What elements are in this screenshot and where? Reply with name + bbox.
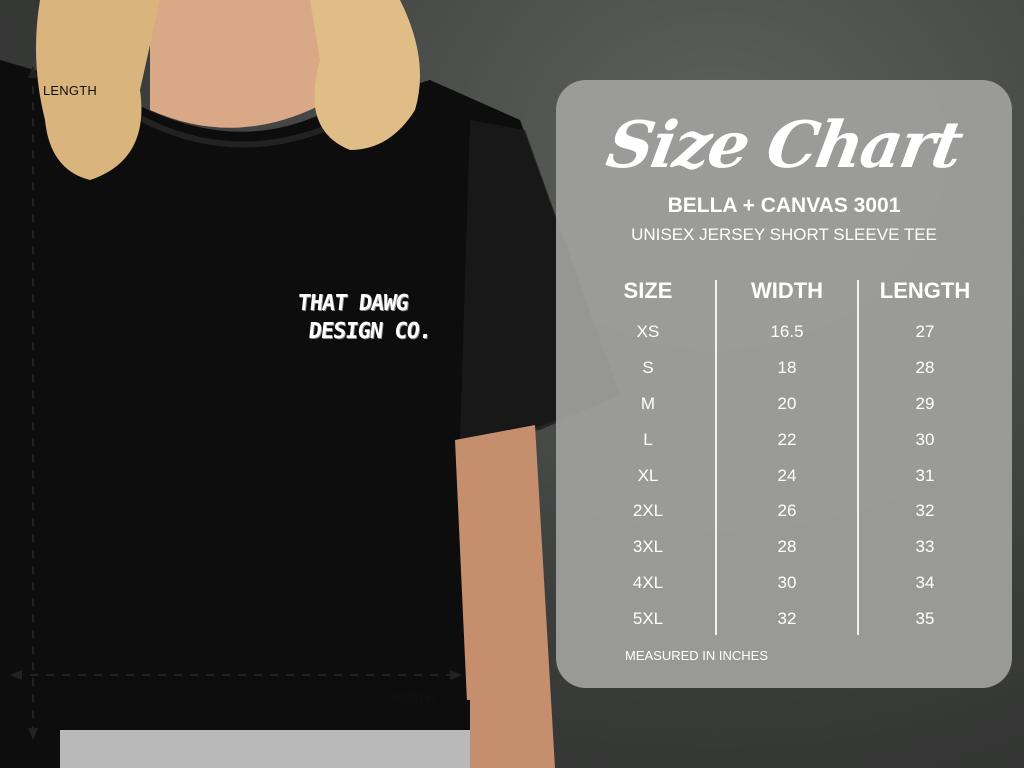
table-cell: 34: [915, 573, 935, 593]
hair-right: [310, 0, 420, 150]
hair-left: [36, 0, 160, 180]
table-cell: 31: [915, 465, 935, 485]
size-chart-title: Size Chart: [601, 108, 967, 183]
table-cell: 26: [777, 501, 797, 521]
table-cell: 24: [777, 465, 797, 485]
table-cell: 3XL: [632, 537, 664, 557]
table-cell: 35: [915, 609, 935, 629]
column-header: SIZE: [623, 278, 673, 303]
table-cell: 30: [777, 573, 797, 593]
width-label: WIDTH: [392, 690, 436, 705]
table-cell: 33: [915, 537, 935, 557]
table-cell: 5XL: [632, 609, 664, 629]
table-cell: 4XL: [632, 573, 664, 593]
table-cell: 32: [915, 501, 935, 521]
column-header: WIDTH: [750, 278, 824, 303]
table-cell: 2XL: [632, 501, 664, 521]
size-chart-panel: Size Chart BELLA + CANVAS 3001 UNISEX JE…: [556, 80, 1012, 688]
table-cell: 27: [915, 322, 935, 341]
table-cell: S: [642, 357, 654, 377]
product-name: BELLA + CANVAS 3001: [667, 194, 901, 217]
size-column: SIZE XS S M L XL 2XL 3XL 4XL 5XL: [578, 278, 718, 645]
length-column: LENGTH 27 28 29 30 31 32 33 34 35: [855, 278, 995, 645]
table-cell: L: [643, 429, 653, 449]
table-cell: 30: [915, 429, 935, 449]
table-cell: 16.5: [770, 322, 804, 341]
table-cell: XS: [636, 322, 660, 341]
column-divider: [715, 280, 717, 635]
table-cell: M: [640, 393, 656, 413]
length-label: LENGTH: [43, 83, 97, 98]
arm: [455, 425, 555, 768]
width-column: WIDTH 16.5 18 20 22 24 26 28 30 32: [717, 278, 857, 645]
product-description: UNISEX JERSEY SHORT SLEEVE TEE: [631, 225, 937, 244]
neck: [150, 0, 330, 128]
table-cell: 22: [777, 429, 797, 449]
collar: [138, 115, 347, 148]
column-divider: [857, 280, 859, 635]
table-cell: 18: [777, 357, 797, 377]
measurement-note: MEASURED IN INCHES: [625, 648, 769, 663]
logo-line: THAT DAWG: [296, 291, 410, 316]
table-cell: XL: [637, 465, 659, 485]
table-cell: 32: [777, 609, 797, 629]
logo-line: DESIGN CO.: [307, 319, 433, 344]
column-header: LENGTH: [879, 278, 971, 303]
table-cell: 20: [777, 393, 797, 413]
shirt-logo: THAT DAWG DESIGN CO.: [293, 290, 435, 346]
table-cell: 28: [777, 537, 797, 557]
table-cell: 29: [915, 393, 935, 413]
table-cell: 28: [915, 357, 935, 377]
